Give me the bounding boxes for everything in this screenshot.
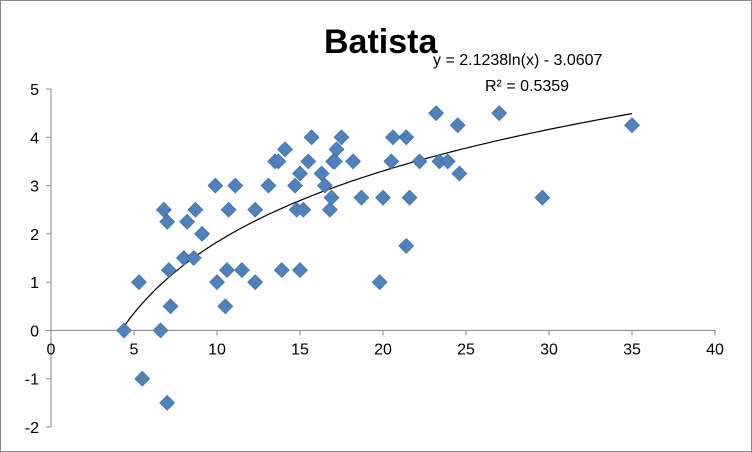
- data-point: [428, 105, 445, 122]
- data-point: [220, 201, 237, 218]
- data-point: [159, 213, 176, 230]
- data-point: [624, 117, 640, 134]
- chart-title: Batista: [324, 23, 438, 61]
- data-point: [179, 213, 196, 230]
- data-point: [227, 177, 244, 194]
- data-point: [155, 201, 172, 218]
- data-point: [160, 262, 177, 278]
- data-point: [385, 129, 401, 146]
- data-point: [451, 165, 468, 182]
- data-point: [345, 153, 362, 170]
- y-tick-label: 0: [30, 323, 39, 340]
- data-point: [292, 165, 308, 182]
- y-tick-label: 1: [30, 275, 39, 292]
- data-point: [277, 141, 293, 158]
- data-point: [326, 153, 343, 170]
- data-point: [159, 394, 176, 411]
- data-point: [321, 201, 338, 218]
- data-point: [116, 322, 132, 339]
- data-point: [233, 262, 250, 278]
- trendline-curve: [120, 113, 633, 332]
- data-point: [247, 201, 264, 218]
- x-tick-label: 40: [706, 341, 724, 358]
- data-point: [401, 189, 418, 206]
- data-point: [187, 201, 204, 218]
- data-point: [449, 117, 466, 134]
- data-point: [185, 250, 202, 266]
- y-tick-label: 2: [30, 227, 39, 244]
- x-tick-label: 0: [47, 341, 56, 358]
- data-point: [207, 177, 224, 194]
- trendline-equation: y = 2.1238ln(x) - 3.0607: [433, 52, 603, 69]
- data-point: [287, 177, 303, 194]
- y-tick-label: 4: [30, 130, 39, 147]
- data-point: [270, 153, 287, 170]
- data-point: [273, 262, 290, 278]
- trendline-r-squared: R² = 0.5359: [485, 78, 569, 95]
- data-point: [398, 238, 415, 254]
- data-point: [303, 129, 320, 146]
- data-point: [353, 189, 370, 206]
- data-point: [398, 129, 415, 146]
- y-tick-label: -2: [25, 420, 39, 437]
- data-point: [371, 274, 388, 291]
- data-point: [131, 274, 147, 291]
- data-point: [534, 189, 551, 206]
- x-tick-label: 30: [540, 341, 558, 358]
- data-point: [491, 105, 508, 122]
- data-point: [134, 370, 151, 387]
- y-tick-label: 5: [30, 82, 39, 99]
- data-point: [219, 262, 235, 278]
- data-point: [295, 201, 312, 218]
- y-tick-label: -1: [25, 372, 39, 389]
- data-point: [247, 274, 264, 291]
- x-tick-label: 25: [457, 341, 475, 358]
- data-point: [323, 189, 340, 206]
- data-point: [292, 262, 308, 278]
- data-point: [217, 298, 234, 315]
- x-tick-label: 15: [291, 341, 309, 358]
- data-point: [333, 129, 350, 146]
- data-point: [411, 153, 428, 170]
- data-point: [194, 225, 210, 242]
- data-point: [162, 298, 179, 315]
- data-point: [313, 165, 330, 182]
- data-point: [328, 141, 345, 158]
- x-tick-label: 5: [130, 341, 139, 358]
- data-point: [316, 177, 333, 194]
- axes-layer: -2 -1 0 1 2 3 4 5 0 5 10 15 20 25 30 35 40: [25, 82, 724, 437]
- data-point: [383, 153, 400, 170]
- y-tick-label: 3: [30, 179, 39, 196]
- x-tick-label: 35: [623, 341, 641, 358]
- data-point: [300, 153, 317, 170]
- data-point: [152, 322, 169, 339]
- points-layer: [116, 105, 640, 411]
- x-tick-label: 20: [374, 341, 392, 358]
- data-point: [439, 153, 456, 170]
- data-point: [260, 177, 277, 194]
- data-point: [375, 189, 391, 206]
- x-tick-label: 10: [208, 341, 226, 358]
- data-point: [209, 274, 225, 291]
- trendline-layer: [120, 113, 633, 332]
